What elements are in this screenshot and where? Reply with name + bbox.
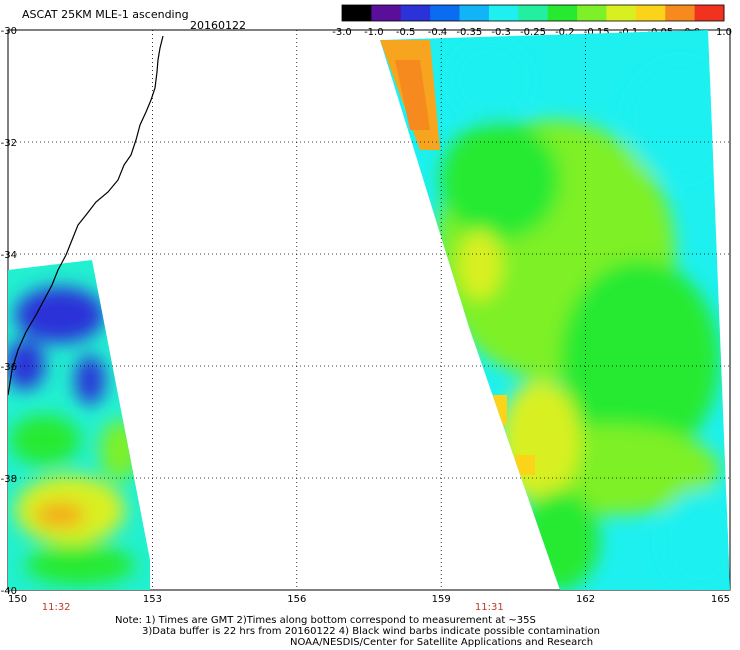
longitude-label: 150 (8, 594, 27, 605)
colorbar-label: -3.0 (332, 27, 352, 38)
colorbar-label: -0.25 (520, 27, 546, 38)
longitude-labels: 150 153 156 159 162 165 (8, 594, 730, 605)
colorbar-swatch (665, 5, 696, 21)
latitude-label: -34 (1, 250, 17, 261)
colorbar: -3.0-1.0-0.5-0.4-0.35-0.3-0.25-0.2-0.15-… (332, 4, 732, 38)
longitude-label: 165 (711, 594, 730, 605)
swath-time-labels: 11:32 11:31 (42, 602, 504, 613)
latitude-labels: -30 -32 -34 -36 -38 -40 (1, 26, 17, 597)
grid-lines (8, 30, 730, 590)
colorbar-label: -1.0 (364, 27, 384, 38)
longitude-label: 153 (143, 594, 162, 605)
note-line-3: NOAA/NESDIS/Center for Satellite Applica… (290, 637, 594, 648)
colorbar-label: -0.3 (491, 27, 511, 38)
coastline (7, 35, 164, 396)
note-line-1: Note: 1) Times are GMT 2)Times along bot… (115, 615, 536, 626)
colorbar-label: -0.5 (396, 27, 416, 38)
latitude-label: -32 (1, 138, 17, 149)
latitude-label: -38 (1, 474, 17, 485)
swath-right (380, 30, 730, 590)
colorbar-label: -0.4 (428, 27, 448, 38)
swath-time-label: 11:31 (475, 602, 504, 613)
longitude-label: 162 (576, 594, 595, 605)
page-title: ASCAT 25KM MLE-1 ascending (22, 8, 189, 21)
latitude-label: -30 (1, 26, 17, 37)
colorbar-label: -0.35 (456, 27, 482, 38)
footnotes: Note: 1) Times are GMT 2)Times along bot… (0, 615, 740, 648)
colorbar-swatch (400, 5, 431, 21)
latitude-label: -36 (1, 362, 17, 373)
colorbar-swatch (547, 5, 578, 21)
colorbar-swatch (371, 5, 402, 21)
colorbar-frame (341, 4, 725, 22)
swath-left (8, 260, 150, 590)
colorbar-swatch (518, 5, 549, 21)
swath-time-label: 11:32 (42, 602, 71, 613)
colorbar-swatch (606, 5, 637, 21)
colorbar-label: -0.15 (584, 27, 610, 38)
longitude-label: 159 (432, 594, 451, 605)
colorbar-swatch (459, 5, 490, 21)
longitude-label: 156 (287, 594, 306, 605)
colorbar-swatch (694, 5, 725, 21)
colorbar-swatch (488, 5, 519, 21)
latitude-label: -40 (1, 586, 17, 597)
note-line-2: 3)Data buffer is 22 hrs from 20160122 4)… (142, 626, 600, 637)
colorbar-label: -0.2 (555, 27, 575, 38)
colorbar-swatch (577, 5, 607, 21)
colorbar-swatch (430, 5, 461, 21)
colorbar-swatch (635, 5, 666, 21)
colorbar-swatch (342, 5, 372, 21)
colorbar-label: 1.0 (716, 27, 732, 38)
page-date: 20160122 (190, 19, 246, 32)
